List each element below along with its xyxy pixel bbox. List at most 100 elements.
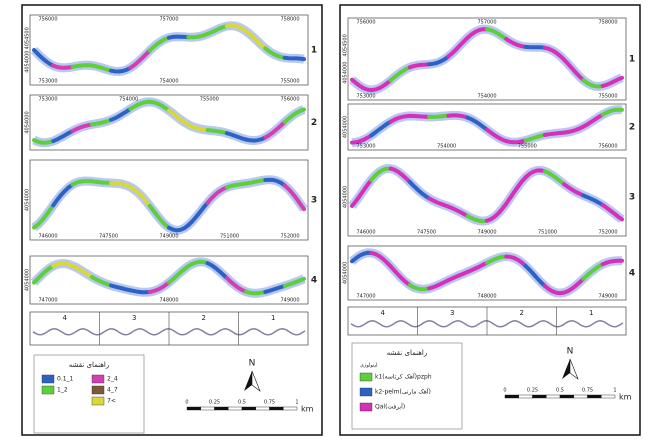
coord-label: 749000: [280, 298, 299, 304]
scale-bar: [270, 407, 284, 410]
scale-label: km: [619, 393, 632, 402]
scale-label: 0: [185, 400, 188, 406]
coord-label: 747000: [356, 294, 375, 300]
coord-label: 755000: [598, 94, 617, 100]
overview-label: 2: [202, 314, 206, 322]
coord-label: 748000: [477, 294, 496, 300]
river-segment: [73, 65, 92, 67]
scale-label: 0.25: [209, 400, 220, 406]
coord-label: 746000: [38, 234, 57, 240]
legend-title: راهنمای نقشه: [69, 361, 110, 369]
coord-label: 4054000: [343, 62, 349, 84]
coord-label: 753000: [356, 94, 375, 100]
coord-label: 747500: [417, 230, 436, 236]
legend-swatch: [360, 388, 372, 396]
coord-label: 753000: [38, 97, 57, 103]
coord-label: 747000: [38, 298, 57, 304]
scale-bar: [187, 407, 201, 410]
coord-label: 4054000: [343, 186, 349, 208]
scale-label: 0.75: [264, 400, 275, 406]
coord-label: 755000: [518, 144, 537, 150]
river-segment: [429, 116, 448, 117]
scale-bar: [228, 407, 242, 410]
coord-label: 753000: [356, 144, 375, 150]
coord-label: 749000: [159, 234, 178, 240]
scale-bar: [533, 395, 547, 398]
coord-label: 752000: [280, 234, 299, 240]
river-segment: [246, 292, 265, 294]
overview-label: 3: [132, 314, 136, 322]
coord-label: 4054500: [343, 34, 349, 56]
scale-bar: [242, 407, 256, 410]
overview-label: 2: [520, 309, 524, 317]
scale-label: 1: [613, 388, 616, 394]
strip-number: 2: [629, 123, 635, 133]
scale-label: 0.25: [527, 388, 538, 394]
river-segment: [545, 133, 564, 135]
strip-number: 4: [629, 269, 635, 279]
scale-bar: [519, 395, 533, 398]
strip-number: 4: [311, 276, 317, 286]
coord-label: 754000: [159, 79, 178, 85]
scale-bar: [283, 407, 297, 410]
coord-label: 752000: [598, 230, 617, 236]
coord-label: 4054500: [25, 27, 31, 49]
legend-label: 7<: [107, 398, 116, 405]
legend-swatch: [92, 375, 104, 383]
scale-label: km: [301, 405, 314, 414]
coord-label: 756000: [38, 17, 57, 23]
coord-label: 753000: [38, 79, 57, 85]
coord-label: 756000: [356, 20, 375, 26]
coord-label: 754000: [477, 94, 496, 100]
legend-label: 2_4: [107, 376, 118, 383]
north-label: N: [249, 359, 256, 369]
scale-label: 0: [503, 388, 506, 394]
overview-label: 4: [381, 309, 386, 317]
coord-label: 751000: [220, 234, 239, 240]
coord-label: 756000: [280, 97, 299, 103]
overview-label: 1: [589, 309, 593, 317]
river-segment: [285, 58, 304, 59]
strip-number: 1: [629, 55, 635, 65]
scale-bar: [574, 395, 588, 398]
strip-number: 2: [311, 118, 317, 128]
strip-number: 3: [629, 193, 635, 203]
legend-title: راهنمای نقشه: [387, 349, 428, 357]
coord-label: 4054000: [343, 262, 349, 284]
scale-bar: [215, 407, 229, 410]
river-segment: [526, 47, 545, 48]
scale-bar: [256, 407, 270, 410]
coord-label: 751000: [538, 230, 557, 236]
overview-label: 3: [450, 309, 454, 317]
coord-label: 758000: [280, 17, 299, 23]
coord-label: 757000: [159, 17, 178, 23]
river-segment: [448, 115, 467, 117]
coord-label: 754000: [437, 144, 456, 150]
strip-number: 3: [311, 196, 317, 206]
coord-label: 756000: [598, 144, 617, 150]
strip-number: 1: [311, 46, 317, 56]
scale-label: 0.75: [582, 388, 593, 394]
north-label: N: [567, 347, 574, 357]
coord-label: 747500: [99, 234, 118, 240]
river-segment: [169, 37, 188, 38]
overview-label: 4: [63, 314, 68, 322]
legend-swatch: [92, 397, 104, 405]
legend-label: k1(آهک کرتاسه)pzph: [375, 372, 432, 381]
coord-label: 755000: [280, 79, 299, 85]
scale-label: 1: [295, 400, 298, 406]
legend-swatch: [92, 386, 104, 394]
legend-swatch: [360, 403, 372, 411]
legend-subtitle: لیتولوژی: [360, 363, 378, 369]
scale-bar: [505, 395, 519, 398]
legend-swatch: [360, 373, 372, 381]
coord-label: 748000: [159, 298, 178, 304]
scale-label: 0.5: [238, 400, 246, 406]
river-segment: [53, 66, 72, 68]
coord-label: 757000: [477, 20, 496, 26]
coord-label: 4054000: [25, 189, 31, 211]
coord-label: 4054000: [343, 116, 349, 138]
coord-label: 749000: [477, 230, 496, 236]
figure: 1 756000 757000 758000 753000 754000 755000 405…: [0, 0, 653, 439]
legend-label: k2-pelm(آهک مارنی): [375, 387, 431, 396]
